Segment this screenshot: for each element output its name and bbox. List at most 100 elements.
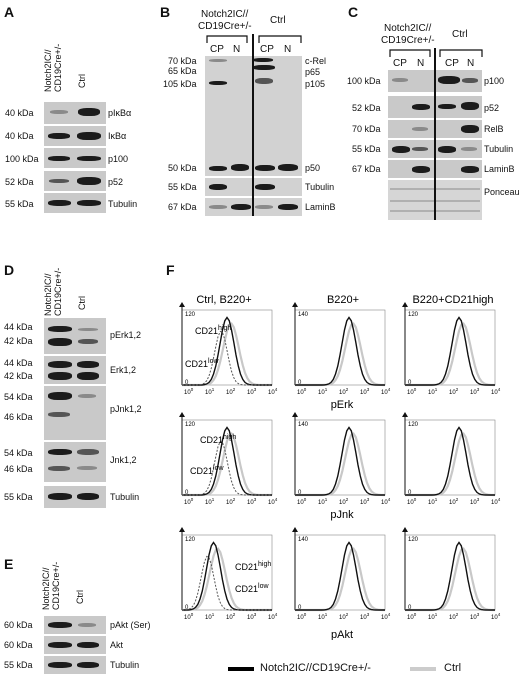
x-tick-label: 104 (268, 612, 278, 621)
x-tick-label: 104 (268, 387, 278, 396)
blot-strip (44, 386, 106, 440)
header-ctrl-a: Ctrl (77, 74, 87, 88)
lane-bracket (206, 35, 302, 43)
y-tick-label: 120 (408, 537, 419, 543)
column-title: B220+CD21high (412, 294, 493, 306)
x-tick-label: 101 (428, 387, 438, 396)
legend-swatch-ctrl (410, 667, 436, 671)
x-tick-label: 100 (407, 387, 417, 396)
protein-label: p100 (108, 154, 129, 164)
protein-label: LaminB (305, 202, 336, 212)
y-tick-label: 0 (185, 490, 189, 496)
group-label-mutant-line2: CD19Cre+/- (381, 35, 435, 46)
header-mutant-line2: CD19Cre+/- (52, 267, 63, 316)
y-tick-label: 0 (408, 490, 412, 496)
y-tick-label: 0 (298, 490, 302, 496)
lane-label: N (467, 58, 475, 69)
x-tick-label: 101 (205, 387, 215, 396)
protein-label: RelB (484, 124, 504, 134)
group-label-mutant-line2: CD19Cre+/- (198, 21, 252, 32)
y-tick-label: 0 (185, 605, 189, 611)
mw-label: 46 kDa (4, 464, 33, 474)
protein-label: Jnk1,2 (110, 455, 137, 465)
header-ctrl-e: Ctrl (75, 590, 85, 604)
annotation-cd21-low: CD21low (185, 358, 219, 369)
row-label: pJnk (330, 509, 354, 521)
lane-bracket (389, 49, 483, 57)
mw-label: 67 kDa (352, 164, 381, 174)
protein-label: c-Rel (305, 56, 327, 66)
histogram-mutant (295, 541, 385, 611)
x-tick-label: 102 (449, 387, 459, 396)
protein-label: Tubulin (110, 492, 140, 502)
x-tick-label: 101 (428, 612, 438, 621)
protein-label: Akt (110, 640, 124, 650)
mw-label: 55 kDa (4, 492, 33, 502)
x-tick-label: 102 (339, 612, 349, 621)
protein-label: pIκBα (108, 108, 132, 118)
blot-strip (44, 126, 106, 146)
protein-label: p65 (305, 67, 321, 77)
header-mutant-d: Notch2IC// CD19Cre+/- (43, 267, 64, 316)
blot-strip (44, 318, 106, 354)
annotation-cd21-high: CD21high (200, 434, 236, 445)
protein-label: Erk1,2 (110, 365, 137, 375)
histogram-mutant (405, 541, 495, 611)
row-label: pErk (331, 399, 354, 411)
y-tick-label: 120 (185, 422, 196, 428)
x-tick-label: 103 (247, 497, 257, 506)
x-tick-label: 104 (491, 387, 501, 396)
y-tick-label: 0 (408, 605, 412, 611)
x-tick-label: 102 (226, 497, 236, 506)
mw-label: 44 kDa (4, 322, 33, 332)
mw-label: 55 kDa (168, 182, 197, 192)
histogram-mutant (295, 316, 385, 386)
lane-label: CP (445, 58, 459, 69)
mw-label: 54 kDa (4, 392, 33, 402)
x-tick-label: 104 (491, 612, 501, 621)
x-tick-label: 100 (184, 387, 194, 396)
protein-label: pErk1,2 (110, 330, 142, 340)
protein-label: p52 (484, 103, 500, 113)
protein-label: Tubulin (305, 182, 335, 192)
protein-label: p50 (305, 163, 321, 173)
x-tick-label: 104 (491, 497, 501, 506)
x-tick-label: 100 (184, 612, 194, 621)
protein-label: pJnk1,2 (110, 404, 142, 414)
blot-strip (44, 193, 106, 213)
mw-label: 60 kDa (4, 640, 33, 650)
y-tick-label: 0 (408, 380, 412, 386)
protein-label: pAkt (Ser) (110, 620, 151, 630)
histogram-cd21-low (181, 555, 272, 611)
x-tick-label: 100 (297, 387, 307, 396)
column-title: Ctrl, B220+ (196, 294, 251, 306)
x-tick-label: 103 (247, 612, 257, 621)
blot-strip (44, 636, 106, 654)
panel-label-b: B (160, 4, 171, 20)
mw-label: 52 kDa (352, 103, 381, 113)
legend: Notch2IC//CD19Cre+/- Ctrl (228, 661, 518, 681)
blot-strip (44, 442, 106, 482)
header-mutant-line2: CD19Cre+/- (50, 561, 61, 610)
protein-label: p100 (484, 76, 505, 86)
protein-label: Tubulin (484, 144, 514, 154)
mw-label: 50 kDa (168, 163, 197, 173)
y-tick-label: 140 (298, 422, 309, 428)
header-mutant-a: Notch2IC// CD19Cre+/- (43, 44, 64, 92)
x-tick-label: 101 (205, 612, 215, 621)
mw-label: 55 kDa (5, 199, 34, 209)
lane-label: CP (210, 44, 224, 55)
annotation-cd21-low: CD21low (235, 583, 269, 594)
y-tick-label: 0 (185, 380, 189, 386)
x-tick-label: 100 (407, 612, 417, 621)
annotation-cd21-high: CD21high (235, 561, 271, 572)
mw-label: 52 kDa (5, 177, 34, 187)
histogram-mutant (405, 316, 495, 386)
histogram-cd21-low (182, 440, 272, 496)
